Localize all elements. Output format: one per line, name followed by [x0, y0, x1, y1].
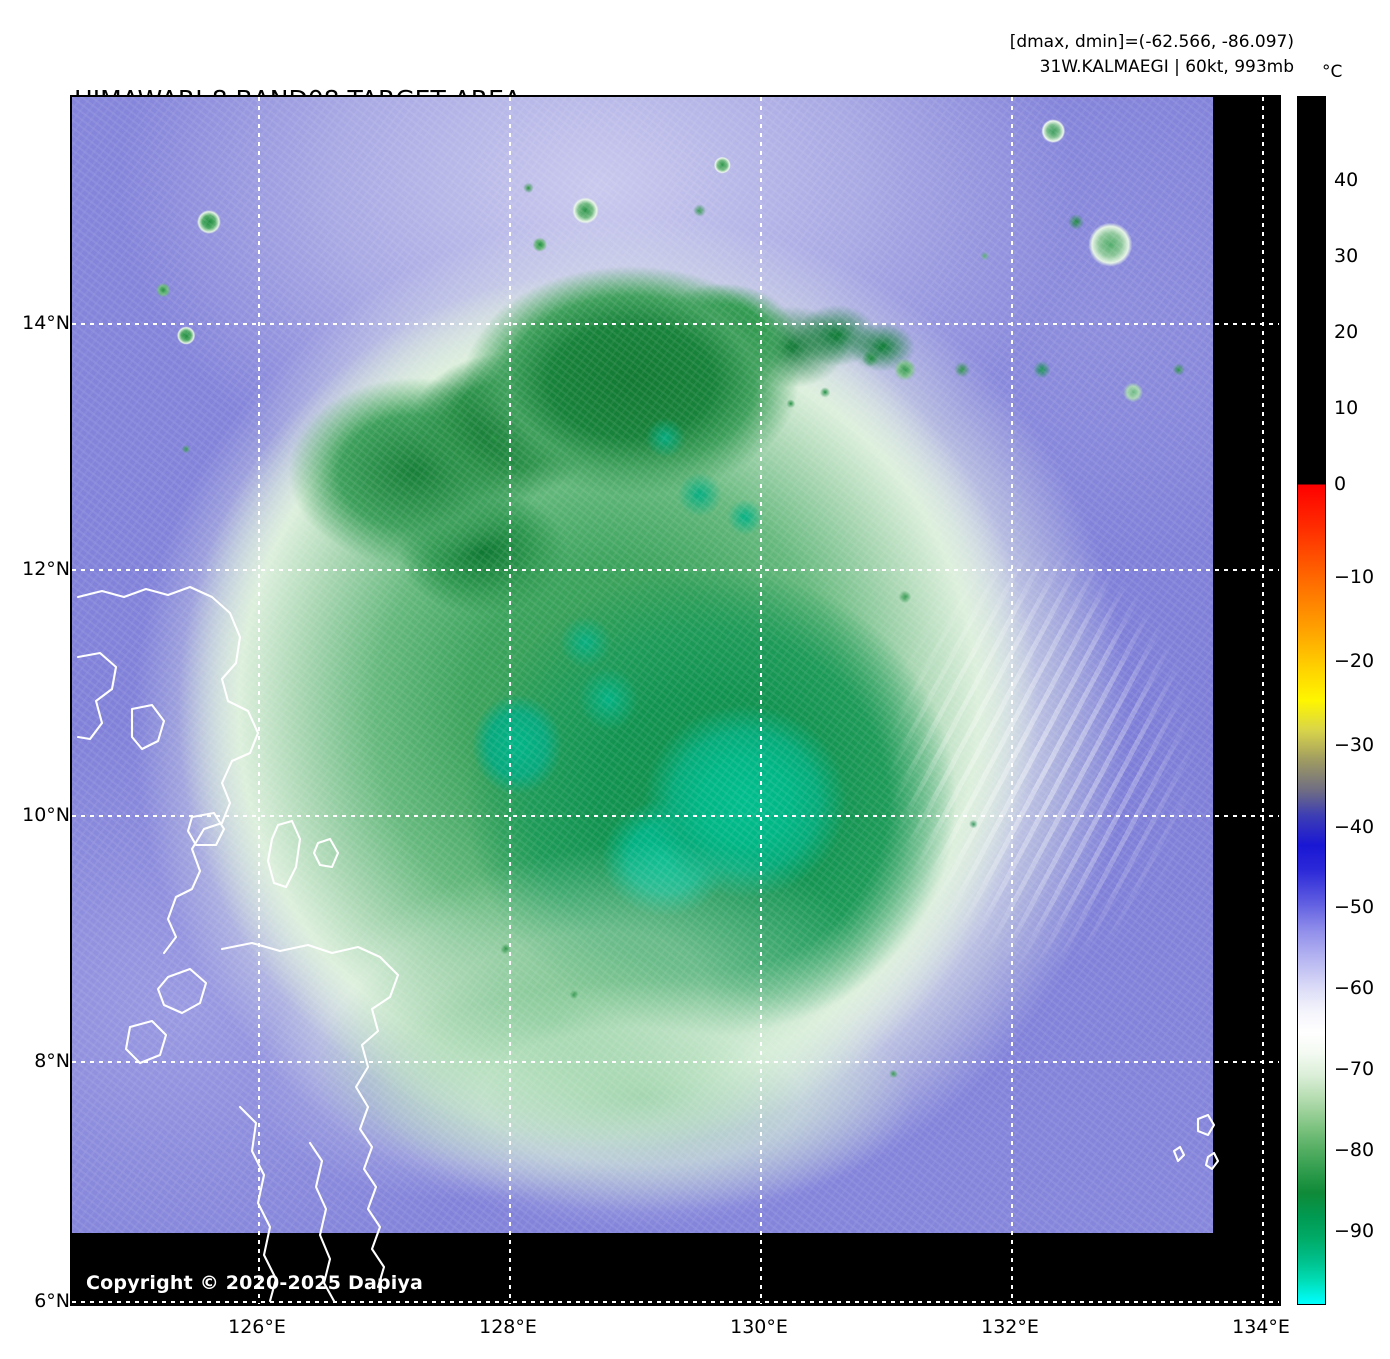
cold-cloud-mass: [72, 97, 1213, 1233]
colorbar-unit-label: °C: [1322, 62, 1343, 82]
eastern-wave-bands: [72, 97, 1213, 1233]
ytick-12N: 12°N: [22, 558, 70, 580]
xtick-126E: 126°E: [228, 1316, 286, 1338]
cbar-tick-m70: −70: [1334, 1058, 1375, 1080]
temperature-colorbar[interactable]: [1297, 96, 1326, 1305]
northern-convection: [72, 97, 1213, 1233]
colorbar-gradient: [1298, 97, 1325, 1304]
copyright-label: Copyright © 2020-2025 Dapiya: [86, 1272, 424, 1294]
eyewall-ring: [72, 97, 1213, 1233]
dmax-dmin-label: [dmax, dmin]=(-62.566, -86.097): [1009, 32, 1294, 52]
cbar-tick-m50: −50: [1334, 896, 1375, 918]
cirrus-shield: [72, 97, 1213, 1233]
ytick-6N: 6°N: [34, 1290, 70, 1312]
southwest-spiral-band: [72, 97, 1213, 1233]
cbar-tick-20: 20: [1334, 321, 1359, 343]
xtick-128E: 128°E: [479, 1316, 537, 1338]
ytick-14N: 14°N: [22, 312, 70, 334]
cbar-tick-m80: −80: [1334, 1139, 1375, 1161]
xtick-130E: 130°E: [730, 1316, 788, 1338]
cbar-tick-m40: −40: [1334, 816, 1375, 838]
gridline-134E: [1262, 97, 1264, 1304]
cbar-tick-10: 10: [1334, 397, 1359, 419]
isolated-convective-cells: [72, 97, 1213, 1233]
cbar-tick-30: 30: [1334, 245, 1359, 267]
cbar-tick-m20: −20: [1334, 650, 1375, 672]
cbar-tick-m30: −30: [1334, 734, 1375, 756]
gridline-6N: [72, 1301, 1279, 1303]
satellite-imagery: [72, 97, 1213, 1233]
southern-band: [72, 97, 1213, 1233]
xtick-134E: 134°E: [1232, 1316, 1290, 1338]
overshooting-tops: [72, 97, 1213, 1233]
background-field: [72, 97, 1213, 1233]
satellite-map[interactable]: Copyright © 2020-2025 Dapiya: [70, 95, 1281, 1306]
cbar-tick-0: 0: [1334, 473, 1347, 495]
cloud-texture: [72, 97, 1213, 1233]
xtick-132E: 132°E: [981, 1316, 1039, 1338]
ytick-10N: 10°N: [22, 804, 70, 826]
cbar-tick-m60: −60: [1334, 977, 1375, 999]
cbar-tick-40: 40: [1334, 169, 1359, 191]
storm-info-label: 31W.KALMAEGI | 60kt, 993mb: [1039, 56, 1294, 77]
cbar-tick-m10: −10: [1334, 566, 1375, 588]
cbar-tick-m90: −90: [1334, 1220, 1375, 1242]
metadata-block: [dmax, dmin]=(-62.566, -86.097) 31W.KALM…: [1010, 30, 1294, 79]
ytick-8N: 8°N: [34, 1050, 70, 1072]
map-canvas: Copyright © 2020-2025 Dapiya: [72, 97, 1279, 1304]
